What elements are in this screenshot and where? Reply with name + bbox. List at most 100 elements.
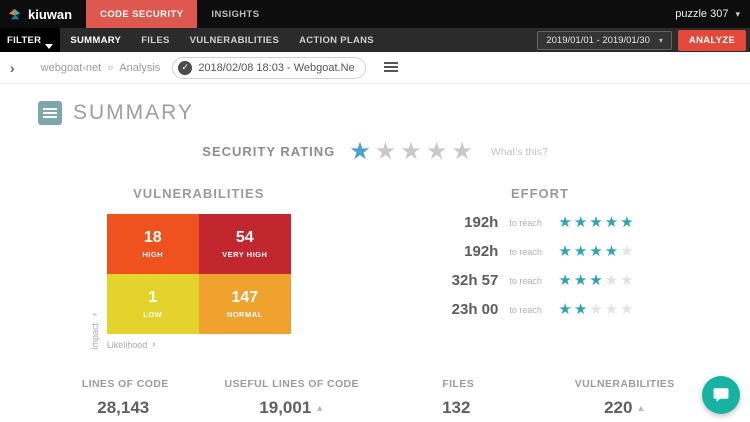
vulnerabilities-section: VULNERABILITIES › Impact 18 HIGH 54 VER [0, 186, 398, 350]
analysis-selector[interactable]: ✓ 2018/02/08 18:03 - Webgoat.Ne [172, 56, 366, 79]
breadcrumb-bar: › webgoat-net » Analysis ✓ 2018/02/08 18… [0, 52, 750, 84]
nav-tab-action-plans[interactable]: ACTION PLANS [299, 34, 374, 46]
check-icon: ✓ [178, 60, 193, 75]
risk-cell-value: 1 [148, 289, 158, 306]
brand-name: kiuwan [28, 6, 73, 22]
chat-button[interactable] [702, 376, 740, 414]
analysis-selector-value: 2018/02/08 18:03 - Webgoat.Ne [198, 61, 355, 74]
summary-page: SUMMARY SECURITY RATING ★ ★ ★ ★ ★ What's thi… [0, 84, 750, 421]
star-icon: ★ [558, 243, 572, 260]
trend-up-icon: ▲ [315, 403, 325, 413]
risk-cell-low[interactable]: 1 LOW [106, 274, 199, 334]
trend-up-icon: ▲ [636, 403, 646, 413]
tab-code-security[interactable]: CODE SECURITY [86, 0, 198, 28]
navbar-right: 2019/01/01 - 2019/01/30 ▾ ANALYZE [537, 28, 750, 52]
filter-label: FILTER [7, 34, 42, 46]
analysis-menu-button[interactable] [380, 58, 402, 77]
page-title: SUMMARY [73, 101, 194, 124]
risk-cell-normal[interactable]: 147 NORMAL [198, 274, 291, 334]
tab-insights[interactable]: INSIGHTS [211, 8, 260, 20]
stat-value: 132 [375, 398, 542, 418]
risk-map: › Impact 18 HIGH 54 VERY HIGH 1 [89, 214, 291, 350]
stat-value: 19,001 ▲ [209, 398, 376, 418]
account-name: puzzle 307 [675, 8, 729, 20]
breadcrumb-separator: » [107, 61, 114, 74]
risk-cell-label: LOW [143, 310, 163, 319]
star-icon: ★ [558, 301, 572, 318]
stat-label: FILES [442, 378, 475, 390]
star-icon: ★ [620, 243, 634, 260]
analyze-button[interactable]: ANALYZE [677, 29, 746, 51]
filter-button[interactable]: FILTER [0, 28, 61, 52]
brand[interactable]: kiuwan [0, 0, 86, 28]
stat-label: VULNERABILITIES [574, 378, 675, 390]
date-range-value: 2019/01/01 - 2019/01/30 [546, 34, 650, 46]
page-title-row: SUMMARY [0, 84, 750, 125]
effort-section: EFFORT 192h to reach ★ ★ ★ ★ ★ 192h to reach… [398, 186, 683, 350]
star-icon: ★ [451, 138, 473, 165]
security-rating-row: SECURITY RATING ★ ★ ★ ★ ★ What's this? [0, 137, 750, 166]
hamburger-icon [383, 62, 398, 73]
star-icon: ★ [573, 301, 588, 318]
effort-rows: 192h to reach ★ ★ ★ ★ ★ 192h to reach ★ ★ ★ ★ ★ … [444, 213, 635, 319]
star-icon: ★ [349, 138, 371, 165]
stat-number: 28,143 [97, 398, 150, 417]
impact-axis-chevron-icon: › [89, 312, 101, 317]
star-icon: ★ [425, 138, 448, 165]
effort-to-reach-label: to reach [509, 304, 542, 315]
stat-number: 19,001 [259, 398, 312, 417]
risk-cell-value: 18 [143, 229, 162, 246]
star-icon: ★ [400, 138, 422, 165]
effort-hours: 23h 00 [451, 301, 499, 318]
risk-cell-label: VERY HIGH [222, 250, 268, 259]
whats-this-link[interactable]: What's this? [490, 145, 548, 158]
stat-lines-of-code: LINES OF CODE 28,143 [42, 378, 209, 418]
effort-hours: 192h [464, 243, 499, 260]
vulnerabilities-title: VULNERABILITIES [133, 186, 265, 201]
date-range-select[interactable]: 2019/01/01 - 2019/01/30 ▾ [537, 30, 672, 50]
impact-axis-label: Impact [89, 322, 100, 350]
effort-hours: 192h [464, 214, 499, 231]
effort-row: 192h to reach ★ ★ ★ ★ ★ [444, 213, 635, 232]
risk-cell-very-high[interactable]: 54 VERY HIGH [198, 214, 291, 274]
effort-stars: ★ ★ ★ ★ ★ [558, 242, 635, 261]
topbar: kiuwan CODE SECURITY INSIGHTS puzzle 307… [0, 0, 750, 28]
star-icon: ★ [620, 301, 634, 318]
nav-tab-files[interactable]: FILES [141, 34, 170, 46]
star-icon: ★ [589, 272, 603, 289]
star-icon: ★ [374, 138, 397, 165]
chevron-down-icon: ▾ [735, 8, 740, 19]
nav-tab-vulnerabilities[interactable]: VULNERABILITIES [189, 34, 280, 46]
star-icon: ★ [620, 214, 634, 231]
effort-row: 23h 00 to reach ★ ★ ★ ★ ★ [444, 300, 635, 319]
stat-useful-lines-of-code: USEFUL LINES OF CODE 19,001 ▲ [209, 378, 376, 418]
star-icon: ★ [589, 214, 603, 231]
likelihood-axis-label: Likelihood [106, 339, 148, 350]
effort-stars: ★ ★ ★ ★ ★ [558, 213, 635, 232]
chat-icon [712, 386, 730, 404]
effort-to-reach-label: to reach [509, 217, 542, 228]
star-icon: ★ [620, 272, 634, 289]
effort-hours: 32h 57 [451, 272, 499, 289]
filter-arrow-icon [45, 44, 54, 49]
breadcrumb-section: Analysis [119, 61, 161, 74]
star-icon: ★ [558, 272, 572, 289]
expand-panel-chevron-icon[interactable]: › [10, 59, 15, 76]
stat-vulnerabilities: VULNERABILITIES 220 ▲ [542, 378, 709, 418]
breadcrumb-project[interactable]: webgoat-net [40, 61, 102, 74]
stat-files: FILES 132 [375, 378, 542, 418]
effort-row: 192h to reach ★ ★ ★ ★ ★ [444, 242, 635, 261]
account-selector[interactable]: puzzle 307 ▾ [665, 0, 750, 28]
summary-columns: VULNERABILITIES › Impact 18 HIGH 54 VER [0, 186, 750, 350]
impact-axis: › Impact [89, 214, 101, 350]
stat-number: 132 [442, 398, 471, 417]
security-rating-label: SECURITY RATING [202, 144, 336, 159]
risk-cell-high[interactable]: 18 HIGH [106, 214, 199, 274]
risk-cell-value: 54 [235, 229, 254, 246]
nav-tab-summary[interactable]: SUMMARY [70, 34, 122, 46]
star-icon: ★ [573, 243, 588, 260]
likelihood-axis-chevron-icon: › [152, 339, 156, 350]
star-icon: ★ [573, 272, 588, 289]
effort-title: EFFORT [511, 186, 569, 201]
